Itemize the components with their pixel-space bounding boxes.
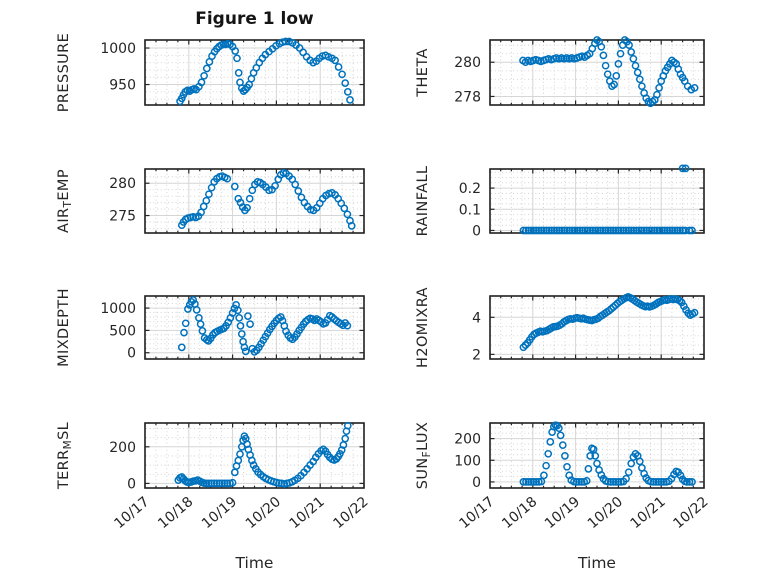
xtick-label-terr-msl: 10/22 <box>330 494 371 532</box>
xtick-label-sun-flux: 10/18 <box>499 494 540 532</box>
series-pressure <box>176 37 354 106</box>
plot-pressure: 950 1000 PRESSURE <box>56 33 365 112</box>
ytick-label-rainfall: 0.2 <box>459 181 481 197</box>
ytick-label-theta: 280 <box>454 55 481 71</box>
xlabel-time-right: Time <box>578 554 616 572</box>
ytick-label-h2omixra: 4 <box>472 310 481 326</box>
ytick-label-rainfall: 0.1 <box>459 202 481 218</box>
xtick-label-sun-flux: 10/22 <box>670 494 711 532</box>
xlabel-time-left: Time <box>235 554 274 572</box>
plot-theta: 278 280 THETA <box>415 36 705 108</box>
plot-air-temp: 275 280 AIRTEMP <box>56 168 365 234</box>
ytick-label-sun-flux: 0 <box>472 475 481 491</box>
xtick-label-terr-msl: 10/17 <box>111 494 152 532</box>
ytick-label-pressure: 1000 <box>100 41 136 57</box>
ytick-label-sun-flux: 200 <box>454 432 481 448</box>
ylabel-mixdepth: MIXDEPTH <box>56 288 72 367</box>
ytick-label-mixdepth: 500 <box>109 323 136 339</box>
plot-h2omixra: 2 4 H2OMIXRA <box>415 287 705 368</box>
xtick-label-sun-flux: 10/17 <box>456 494 497 532</box>
series-terr-msl <box>174 421 352 488</box>
ytick-label-h2omixra: 2 <box>472 347 481 363</box>
xtick-label-terr-msl: 10/18 <box>155 494 196 532</box>
ylabel-theta: THETA <box>415 48 431 98</box>
ylabel-sun-flux: SUNFLUX <box>415 422 433 489</box>
ytick-label-mixdepth: 0 <box>127 346 136 362</box>
series-sun-flux <box>519 421 696 486</box>
ylabel-pressure: PRESSURE <box>56 33 72 112</box>
series-rainfall <box>519 164 696 235</box>
ytick-label-air-temp: 280 <box>109 176 136 192</box>
ytick-label-rainfall: 0 <box>472 223 481 239</box>
ylabel-h2omixra: H2OMIXRA <box>415 287 431 368</box>
series-air-temp <box>177 169 356 230</box>
plot-sun-flux: 0 100 200 10/17 10/18 10/19 10/20 10/21 10/22 SUN… <box>415 421 712 532</box>
series-mixdepth <box>177 296 352 356</box>
xtick-label-sun-flux: 10/20 <box>585 494 626 532</box>
plot-rainfall: 0 0.1 0.2 RAINFALL <box>415 164 705 239</box>
ytick-label-terr-msl: 200 <box>109 440 136 456</box>
series-theta <box>519 36 699 108</box>
xtick-label-terr-msl: 10/19 <box>199 494 240 532</box>
figure-title: Figure 1 low <box>195 9 314 29</box>
ylabel-air-temp: AIRTEMP <box>56 169 74 233</box>
plot-mixdepth: 0 500 1000 MIXDEPTH <box>56 288 365 367</box>
ylabel-rainfall: RAINFALL <box>415 166 431 237</box>
ytick-label-sun-flux: 100 <box>454 453 481 469</box>
series-h2omixra <box>519 293 699 352</box>
ytick-label-theta: 278 <box>454 89 481 105</box>
ytick-label-terr-msl: 0 <box>127 476 136 492</box>
ytick-label-pressure: 950 <box>109 78 136 94</box>
ylabel-terr-msl: TERRMSL <box>56 422 74 490</box>
ytick-label-mixdepth: 1000 <box>100 301 136 317</box>
xtick-label-terr-msl: 10/20 <box>243 494 284 532</box>
xtick-label-terr-msl: 10/21 <box>287 494 328 532</box>
xtick-label-sun-flux: 10/21 <box>628 494 669 532</box>
plot-terr-msl: 0 200 10/17 10/18 10/19 10/20 10/21 10/22 TERRMS… <box>56 422 372 532</box>
xtick-label-sun-flux: 10/19 <box>542 494 583 532</box>
ytick-label-air-temp: 275 <box>109 209 136 225</box>
